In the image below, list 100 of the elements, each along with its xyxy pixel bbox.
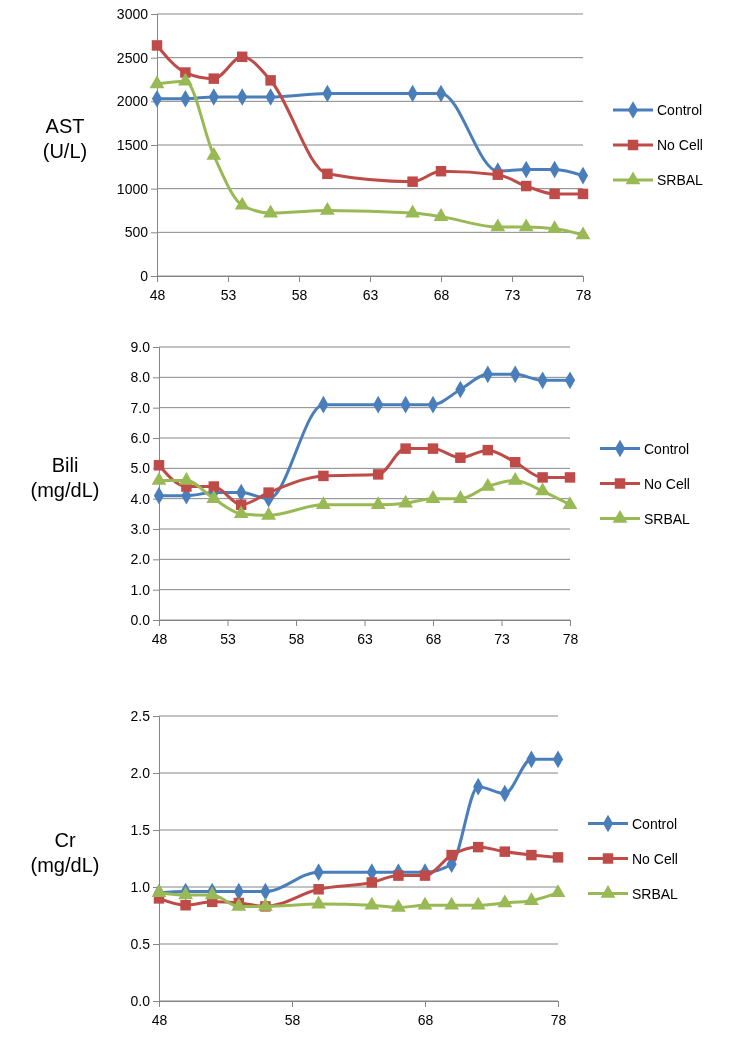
y-tick-label: 2000: [116, 93, 149, 110]
point: [520, 180, 532, 192]
point: [322, 168, 333, 180]
y-tick-label: 6.0: [130, 429, 151, 446]
point: [526, 849, 537, 861]
point: [151, 471, 167, 485]
legend-label: No Cell: [632, 850, 678, 867]
point: [178, 886, 194, 900]
x-tick-label: 63: [357, 631, 373, 648]
x-tick-label: 68: [425, 631, 442, 648]
legend-label: SRBAL: [644, 510, 691, 527]
y-tick-label: 0: [140, 267, 149, 284]
y-tick-label: 0.5: [130, 935, 151, 952]
point: [257, 897, 273, 911]
y-tick-label: 2.5: [130, 707, 151, 724]
y-axis-title: AST (U/L): [42, 115, 88, 162]
y-tick-label: 3.0: [130, 520, 151, 537]
y-tick-label: 1.0: [130, 581, 151, 598]
point: [455, 452, 466, 463]
point: [366, 877, 378, 888]
x-tick-label: 68: [417, 1012, 434, 1029]
point: [550, 884, 566, 897]
point: [497, 894, 513, 908]
point: [208, 481, 220, 492]
point: [480, 477, 496, 491]
point: [206, 490, 222, 503]
y-tick-label: 1000: [116, 180, 149, 197]
point: [364, 896, 380, 910]
y-axis-title: Bili (mg/dL): [30, 453, 100, 501]
point: [518, 218, 534, 232]
point: [472, 841, 484, 853]
x-tick-label: 78: [562, 631, 579, 648]
y-tick-label: 9.0: [130, 338, 151, 355]
point: [444, 896, 460, 910]
point: [499, 846, 511, 857]
point: [311, 895, 327, 909]
point: [233, 505, 249, 519]
point: [390, 898, 406, 912]
point: [263, 204, 279, 218]
point: [417, 896, 433, 910]
point: [372, 469, 384, 480]
point: [535, 482, 551, 496]
y-tick-label: 0.0: [130, 992, 151, 1009]
point: [405, 204, 421, 218]
x-tick-label: 48: [151, 631, 168, 648]
point: [425, 490, 441, 503]
point: [263, 487, 274, 498]
x-tick-label: 68: [433, 287, 450, 304]
point: [370, 496, 386, 510]
point: [427, 443, 439, 454]
point: [446, 849, 457, 861]
point: [482, 444, 494, 456]
point: [433, 208, 449, 221]
y-axis-title: Cr (mg/dL): [30, 828, 100, 876]
y-tick-label: 0.0: [130, 611, 151, 628]
x-tick-label: 73: [494, 631, 510, 648]
point: [315, 496, 331, 510]
point: [552, 852, 564, 863]
legend-label: Control: [644, 440, 690, 457]
point: [313, 884, 324, 895]
y-tick-label: 1.0: [130, 878, 151, 895]
point: [180, 900, 191, 911]
point: [492, 169, 504, 180]
point: [151, 884, 167, 897]
point: [261, 506, 277, 520]
point: [537, 472, 548, 483]
point: [151, 40, 163, 51]
point: [577, 188, 589, 200]
x-tick-label: 73: [504, 287, 521, 304]
y-tick-label: 2.0: [130, 551, 151, 568]
point: [547, 220, 563, 234]
y-tick-label: 5.0: [130, 460, 151, 477]
x-tick-label: 53: [220, 631, 236, 648]
x-tick-label: 58: [291, 287, 308, 304]
y-tick-label: 7.0: [130, 399, 151, 416]
x-tick-label: 78: [550, 1012, 567, 1029]
point: [407, 176, 418, 187]
x-tick-label: 58: [284, 1012, 301, 1029]
legend-label: SRBAL: [632, 885, 679, 902]
point: [318, 470, 329, 482]
y-tick-label: 500: [124, 224, 149, 241]
point: [206, 146, 222, 160]
point: [208, 73, 220, 84]
point: [178, 471, 194, 485]
x-tick-label: 58: [288, 631, 305, 648]
point: [400, 443, 411, 454]
x-tick-label: 78: [575, 287, 592, 304]
point: [452, 490, 468, 503]
legend-label: Control: [632, 815, 678, 832]
point: [470, 896, 486, 910]
legend-label: Control: [657, 102, 703, 118]
x-tick-label: 48: [151, 1012, 168, 1029]
point: [562, 496, 578, 510]
y-tick-label: 4.0: [130, 490, 151, 507]
y-tick-label: 2.0: [130, 764, 151, 781]
point: [509, 457, 521, 468]
legend-label: No Cell: [644, 475, 690, 492]
legend-label: No Cell: [657, 137, 703, 153]
point: [234, 196, 250, 210]
point: [393, 870, 404, 881]
